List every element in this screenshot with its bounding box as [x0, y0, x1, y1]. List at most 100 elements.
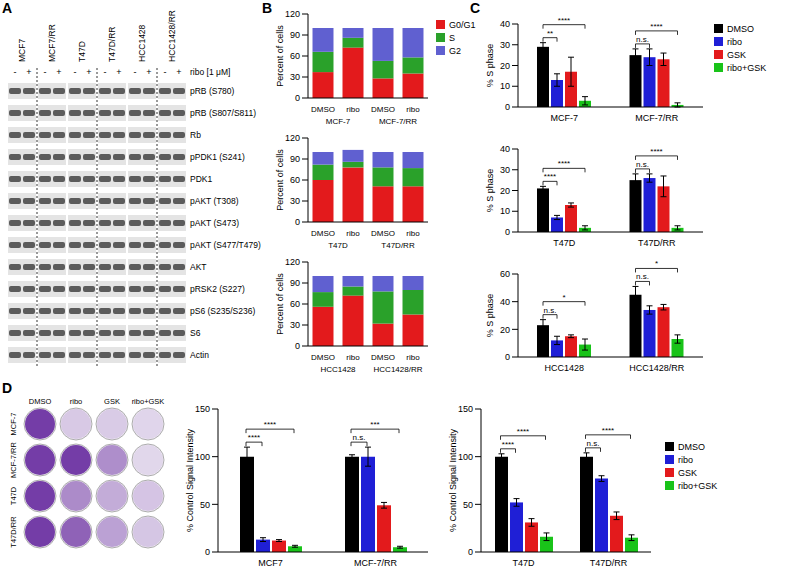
svg-text:****: ****: [558, 159, 570, 168]
svg-text:n.s.: n.s.: [636, 272, 649, 281]
svg-text:MCF-7/RR: MCF-7/RR: [379, 117, 417, 126]
svg-text:DMSO: DMSO: [311, 353, 335, 362]
svg-text:60: 60: [290, 175, 300, 185]
svg-text:ribo: ribo: [70, 397, 83, 406]
svg-text:MCF-7: MCF-7: [326, 117, 351, 126]
svg-text:Actin: Actin: [190, 350, 209, 360]
svg-text:+: +: [56, 67, 61, 77]
svg-text:0: 0: [468, 547, 473, 557]
svg-text:20: 20: [500, 61, 510, 71]
svg-text:30: 30: [290, 320, 300, 330]
svg-text:% S phase: % S phase: [485, 169, 495, 213]
svg-text:MCF-7: MCF-7: [551, 113, 579, 123]
svg-text:DMSO: DMSO: [371, 229, 395, 238]
svg-text:n.s.: n.s.: [636, 35, 649, 44]
svg-text:pRSK2 (S227): pRSK2 (S227): [190, 284, 245, 294]
svg-text:Percent of cells: Percent of cells: [275, 25, 285, 87]
svg-text:MCF-7/RR: MCF-7/RR: [354, 558, 397, 568]
svg-text:-: -: [14, 67, 17, 77]
svg-text:40: 40: [500, 297, 510, 307]
svg-text:40: 40: [500, 19, 510, 29]
svg-text:****: ****: [264, 420, 276, 429]
svg-text:10: 10: [500, 81, 510, 91]
svg-text:% Control Signal Intensity: % Control Signal Intensity: [185, 428, 195, 532]
svg-text:50: 50: [200, 500, 210, 510]
svg-text:Rb: Rb: [190, 130, 201, 140]
svg-text:n.s.: n.s.: [353, 433, 366, 442]
svg-text:HCC1428: HCC1428: [137, 24, 147, 62]
svg-text:0: 0: [505, 102, 510, 112]
svg-text:DMSO: DMSO: [371, 105, 395, 114]
svg-text:0: 0: [295, 93, 300, 103]
svg-text:T47D/RR: T47D/RR: [9, 516, 18, 548]
svg-text:***: ***: [370, 420, 379, 429]
svg-text:Percent of cells: Percent of cells: [275, 149, 285, 211]
svg-text:120: 120: [285, 257, 300, 267]
svg-text:50: 50: [463, 500, 473, 510]
svg-text:-: -: [44, 67, 47, 77]
svg-text:ribo: ribo: [406, 229, 420, 238]
svg-text:T47D/RR: T47D/RR: [638, 238, 676, 248]
svg-text:T47D: T47D: [77, 41, 87, 62]
svg-text:n.s.: n.s.: [544, 306, 557, 315]
svg-text:****: ****: [650, 147, 662, 156]
svg-text:****: ****: [248, 433, 260, 442]
svg-text:pRB (S807/S811): pRB (S807/S811): [190, 108, 256, 118]
svg-text:-: -: [134, 67, 137, 77]
svg-text:T47D/RR: T47D/RR: [107, 27, 117, 62]
svg-text:T47D: T47D: [328, 241, 348, 250]
svg-text:-: -: [74, 67, 77, 77]
svg-text:ribo: ribo: [346, 353, 360, 362]
svg-text:+: +: [146, 67, 151, 77]
svg-text:+: +: [176, 67, 181, 77]
svg-text:0: 0: [295, 217, 300, 227]
svg-text:pRB (S780): pRB (S780): [190, 86, 235, 96]
svg-text:****: ****: [502, 440, 514, 449]
svg-text:90: 90: [290, 154, 300, 164]
svg-text:ribo: ribo: [406, 105, 420, 114]
svg-text:**: **: [547, 29, 553, 38]
svg-text:% Control Signal Intensity: % Control Signal Intensity: [448, 428, 458, 532]
svg-text:*: *: [562, 293, 565, 302]
svg-text:150: 150: [195, 404, 210, 414]
svg-text:60: 60: [290, 299, 300, 309]
svg-text:ribo [1 μM]: ribo [1 μM]: [190, 67, 230, 77]
svg-text:*: *: [655, 259, 658, 268]
svg-text:ribo: ribo: [406, 353, 420, 362]
svg-text:HCC1428/RR: HCC1428/RR: [629, 363, 685, 373]
svg-text:MCF7/RR: MCF7/RR: [47, 24, 57, 62]
svg-text:ribo+GSK: ribo+GSK: [132, 397, 165, 406]
svg-text:20: 20: [500, 325, 510, 335]
svg-text:ribo: ribo: [346, 229, 360, 238]
svg-text:60: 60: [500, 269, 510, 279]
svg-text:20: 20: [500, 186, 510, 196]
svg-text:T47D: T47D: [9, 486, 18, 505]
svg-text:pAKT (S477/T479): pAKT (S477/T479): [190, 240, 261, 250]
svg-text:120: 120: [285, 133, 300, 143]
svg-text:30: 30: [500, 40, 510, 50]
svg-text:T47D: T47D: [553, 238, 576, 248]
svg-text:+: +: [116, 67, 121, 77]
svg-text:30: 30: [290, 196, 300, 206]
svg-text:****: ****: [544, 172, 556, 181]
svg-text:DMSO: DMSO: [371, 353, 395, 362]
svg-text:60: 60: [290, 51, 300, 61]
svg-text:****: ****: [517, 427, 529, 436]
svg-text:Percent of cells: Percent of cells: [275, 273, 285, 335]
svg-text:pS6 (S235/S236): pS6 (S235/S236): [190, 306, 255, 316]
svg-text:0: 0: [295, 341, 300, 351]
svg-text:-: -: [164, 67, 167, 77]
svg-text:PDK1: PDK1: [190, 174, 212, 184]
svg-text:150: 150: [458, 404, 473, 414]
svg-text:****: ****: [650, 22, 662, 31]
svg-text:-: -: [104, 67, 107, 77]
svg-text:HCC1428: HCC1428: [320, 365, 356, 374]
svg-text:MCF7: MCF7: [258, 558, 283, 568]
svg-text:30: 30: [290, 72, 300, 82]
svg-text:****: ****: [558, 16, 570, 25]
svg-text:90: 90: [290, 30, 300, 40]
svg-text:T47D: T47D: [512, 558, 535, 568]
svg-text:n.s.: n.s.: [587, 439, 600, 448]
svg-text:MCF-7/RR: MCF-7/RR: [635, 113, 678, 123]
svg-text:100: 100: [195, 452, 210, 462]
